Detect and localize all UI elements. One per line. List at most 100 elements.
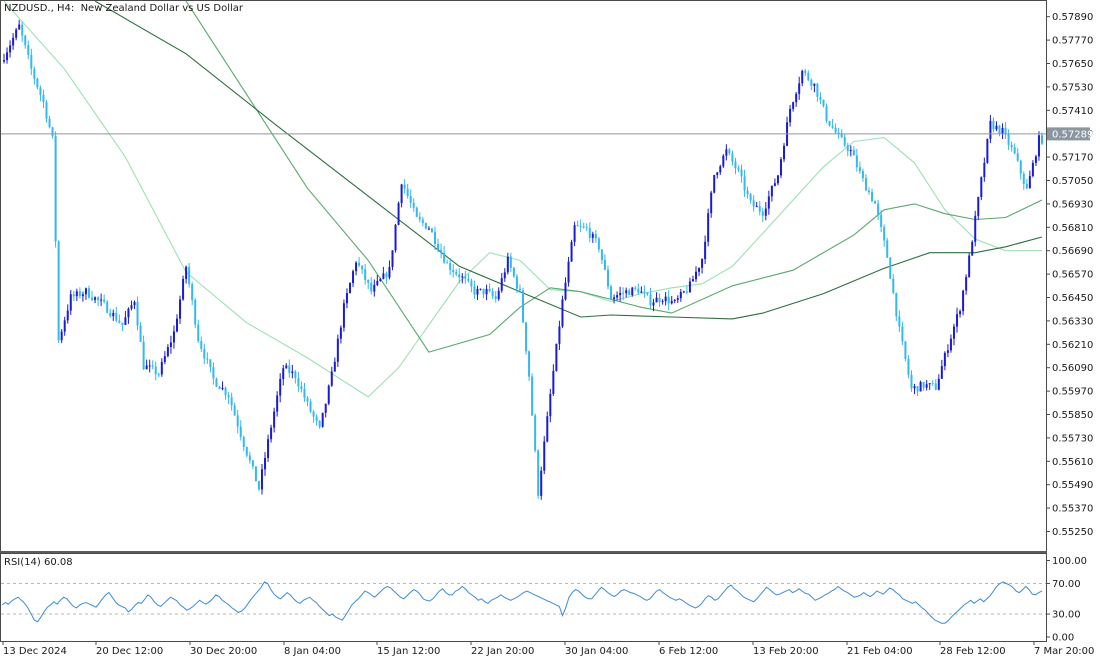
candle-body <box>795 93 798 103</box>
candle-body <box>971 241 974 256</box>
candle-body <box>634 287 637 289</box>
candle-body <box>904 341 907 359</box>
price-tick-label: 0.55370 <box>1052 504 1093 515</box>
candle-body <box>579 226 582 228</box>
candle-body <box>725 149 728 156</box>
candle-body <box>209 359 212 368</box>
candle-body <box>166 347 169 357</box>
candle-body <box>561 299 564 327</box>
candle-body <box>543 441 546 471</box>
candle-body <box>509 256 512 268</box>
candle-body <box>373 284 376 292</box>
candle-body <box>464 276 467 279</box>
candle-body <box>828 121 831 126</box>
candle-body <box>1001 127 1004 134</box>
candle-body <box>934 383 937 390</box>
candle-body <box>816 83 819 97</box>
candle-body <box>415 207 418 217</box>
candle-body <box>470 280 473 287</box>
candle-body <box>1028 176 1031 189</box>
candle-body <box>81 294 84 297</box>
price-tick-label: 0.55850 <box>1052 410 1093 421</box>
candle-body <box>36 78 39 88</box>
candle-body <box>613 297 616 300</box>
candle-body <box>406 188 409 197</box>
candle-body <box>767 196 770 209</box>
candle-body <box>121 322 124 325</box>
candle-body <box>142 341 145 370</box>
candle-body <box>212 367 215 379</box>
candle-body <box>901 326 904 342</box>
candle-body <box>364 269 367 280</box>
candle-body <box>291 371 294 373</box>
candle-body <box>327 385 330 404</box>
candle-body <box>482 288 485 295</box>
candle-body <box>288 365 291 373</box>
candle-body <box>385 273 388 278</box>
candle-body <box>840 133 843 138</box>
price-tick-label: 0.57890 <box>1052 12 1093 23</box>
candle-body <box>485 288 488 295</box>
candle-body <box>60 331 63 341</box>
candle-body <box>525 322 528 352</box>
candle-body <box>197 324 200 342</box>
candle-body <box>145 365 148 370</box>
candle-body <box>698 267 701 272</box>
candle-body <box>719 166 722 173</box>
candle-body <box>858 167 861 172</box>
candle-body <box>15 29 18 38</box>
time-tick-label: 21 Feb 04:00 <box>847 646 913 657</box>
candle-body <box>570 241 573 262</box>
candle-body <box>776 175 779 184</box>
candle-body <box>333 361 336 372</box>
candle-body <box>394 224 397 251</box>
candle-body <box>185 266 188 279</box>
candle-body <box>45 101 48 119</box>
candle-body <box>254 466 257 482</box>
candles <box>3 19 1043 500</box>
candle-body <box>640 291 643 293</box>
candle-body <box>218 386 221 390</box>
candle-body <box>127 308 130 318</box>
candle-body <box>367 279 370 283</box>
candle-body <box>1010 144 1013 148</box>
candle-body <box>421 219 424 224</box>
candle-body <box>695 271 697 280</box>
candle-body <box>710 192 713 214</box>
ma-line-slow <box>94 0 1043 320</box>
candle-body <box>230 397 233 406</box>
candle-body <box>27 45 30 55</box>
candle-body <box>106 301 109 313</box>
candle-body <box>537 450 540 496</box>
candle-body <box>949 338 952 351</box>
timeframe-text: H4 <box>56 3 71 14</box>
candle-body <box>746 190 749 195</box>
candle-body <box>552 370 555 394</box>
candle-body <box>907 358 910 375</box>
rsi-tick-label: 70.00 <box>1052 579 1081 590</box>
candle-body <box>452 269 455 273</box>
pane-separator[interactable] <box>0 551 1047 554</box>
candle-body <box>303 388 306 398</box>
candle-body <box>124 317 127 325</box>
candle-body <box>852 150 855 156</box>
rsi-indicator: 100.00 70.00 30.00 0.00 <box>1 556 1087 644</box>
candle-body <box>24 35 27 46</box>
time-tick-label: 22 Jan 20:00 <box>471 646 534 657</box>
candle-body <box>251 460 254 467</box>
candle-body <box>191 284 194 301</box>
time-tick-label: 13 Feb 20:00 <box>753 646 819 657</box>
candle-body <box>118 320 121 323</box>
time-tick-label: 20 Dec 12:00 <box>96 646 163 657</box>
candle-body <box>300 386 303 389</box>
candle-body <box>622 292 625 294</box>
candle-body <box>582 226 585 228</box>
candle-body <box>946 350 949 353</box>
candle-body <box>940 366 943 379</box>
candle-body <box>100 299 103 301</box>
candle-body <box>637 288 640 293</box>
description-text: New Zealand Dollar vs US Dollar <box>80 3 244 14</box>
candle-body <box>1041 135 1043 144</box>
